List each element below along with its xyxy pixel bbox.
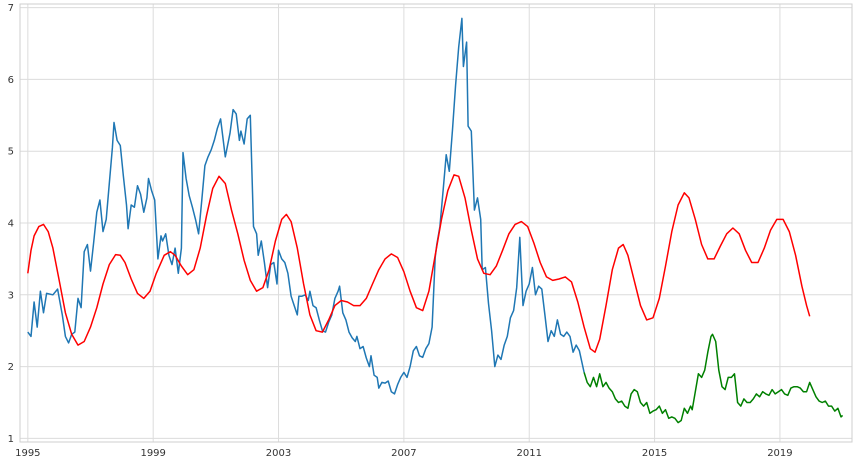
y-tick-label: 1 [8, 434, 14, 445]
blue-series-line [27, 17, 585, 395]
plot-area-frame [19, 3, 853, 443]
y-tick-label: 5 [8, 147, 14, 158]
x-tick-label: 1995 [15, 448, 40, 459]
y-tick-label: 2 [8, 362, 14, 373]
y-tick-label: 3 [8, 290, 14, 301]
x-tick-label: 2019 [767, 448, 792, 459]
y-tick-label: 7 [8, 3, 14, 14]
x-tick-label: 2003 [266, 448, 291, 459]
x-tick-label: 1999 [140, 448, 165, 459]
y-tick-label: 4 [8, 219, 14, 230]
x-tick-label: 2007 [391, 448, 416, 459]
x-axis: 1995 1999 2003 2007 2011 2015 2019 [15, 448, 793, 459]
x-tick-label: 2015 [642, 448, 667, 459]
y-tick-label: 6 [8, 75, 14, 86]
red-series-line [27, 174, 811, 353]
x-tick-label: 2011 [517, 448, 542, 459]
series-layer [27, 17, 844, 424]
y-axis: 1 2 3 4 5 6 7 [8, 3, 14, 445]
grid [20, 4, 852, 442]
green-series-line [583, 333, 844, 424]
